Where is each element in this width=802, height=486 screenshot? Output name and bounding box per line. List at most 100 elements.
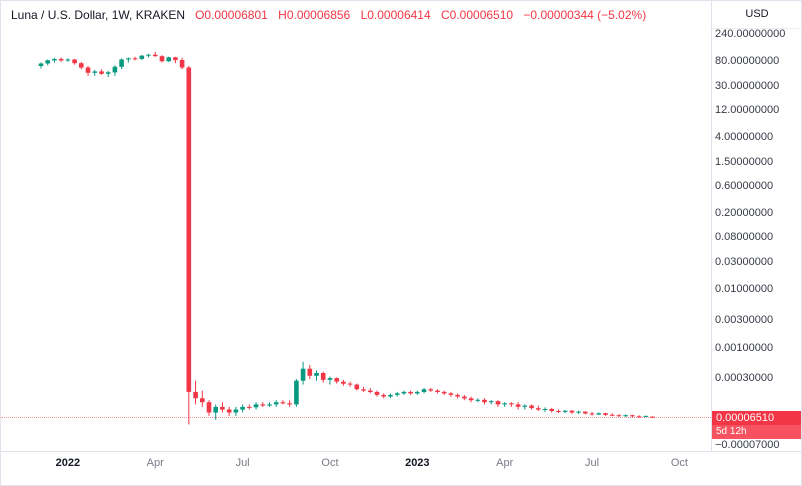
candle-body [105, 72, 111, 74]
candle-body [576, 411, 581, 413]
candle-body [267, 404, 272, 406]
candle-body [52, 58, 57, 61]
time-tick-label[interactable]: Oct [321, 457, 339, 469]
candle-body [428, 389, 434, 391]
price-axis-separator [711, 1, 712, 451]
candle-body [119, 59, 124, 67]
candle-body [374, 391, 380, 395]
candle-body [220, 406, 225, 410]
ohlc-change: −0.00000344 (−5.02%) [523, 8, 647, 22]
candle-body [536, 408, 541, 410]
time-tick-label[interactable]: Jul [235, 457, 250, 469]
time-tick-label[interactable]: Apr [146, 457, 164, 469]
time-tick-label[interactable]: Jul [585, 457, 600, 469]
candle-body [468, 398, 474, 401]
candle-body [522, 405, 528, 407]
bar-countdown-badge: 5d 12h [712, 424, 801, 439]
candle-body [99, 71, 104, 74]
candle-body [589, 413, 595, 415]
candle-body [569, 410, 575, 413]
candle-body [435, 390, 440, 392]
candle-body [179, 60, 185, 68]
candle-body [609, 414, 615, 416]
candle-body [166, 57, 171, 62]
candle-body [139, 55, 145, 59]
time-axis-separator [1, 451, 801, 452]
candle-body [152, 54, 158, 57]
candle-body [421, 389, 427, 392]
candle-body [515, 404, 521, 407]
currency-label: USD [711, 1, 801, 29]
candle-body [213, 406, 218, 413]
candle-body [38, 63, 44, 66]
time-tick-label[interactable]: Oct [670, 457, 688, 469]
candle-body [206, 402, 212, 413]
candle-body [126, 58, 131, 60]
candle-body [361, 389, 366, 391]
ohlc-values: O0.00006801 H0.00006856 L0.00006414 C0.0… [195, 8, 653, 22]
candle-body [247, 406, 252, 408]
candle-body [495, 401, 501, 405]
candle-body [556, 411, 561, 412]
candle-body [401, 391, 407, 394]
candle-body [341, 381, 346, 384]
price-tick-label: 0.01000000 [715, 283, 774, 296]
ohlc-close: C0.00006510 [441, 8, 514, 22]
candle-body [226, 409, 232, 413]
candle-body [79, 63, 84, 68]
candle-body [320, 373, 326, 380]
candle-body [327, 378, 333, 380]
candle-body [314, 373, 319, 376]
candlestick-chart[interactable] [1, 1, 711, 451]
candle-body [280, 402, 286, 404]
current-price-badge: 0.00006510 [712, 410, 801, 425]
symbol-title[interactable]: Luna / U.S. Dollar, 1W, KRAKEN [11, 8, 186, 22]
ohlc-open: O0.00006801 [195, 8, 268, 22]
candle-body [260, 404, 266, 406]
time-axis[interactable]: 2022 Apr Jul Oct 2023 Apr Jul Oct [1, 452, 801, 485]
candle-body [253, 404, 259, 408]
candle-body [630, 415, 635, 417]
candle-body [603, 413, 608, 415]
candle-body [408, 391, 413, 394]
ohlc-low: L0.00006414 [360, 8, 431, 22]
candle-body [273, 402, 279, 405]
price-tick-label: 0.00300000 [715, 314, 774, 327]
candle-body [394, 393, 400, 395]
candle-body [643, 415, 649, 417]
candle-body [92, 71, 98, 73]
candle-body [636, 416, 642, 418]
price-tick-label: 0.03000000 [715, 255, 774, 268]
candle-body [623, 415, 628, 417]
candle-body [112, 66, 118, 73]
price-tick-label: 0.60000000 [715, 179, 774, 192]
price-axis[interactable]: 0.00006510 5d 12h −0.00007000 240.000000… [712, 1, 801, 451]
candle-body [300, 368, 306, 381]
candle-body [475, 399, 481, 401]
candle-body [193, 391, 198, 399]
candle-body [448, 393, 454, 395]
candle-body [650, 416, 655, 418]
chart-legend: Luna / U.S. Dollar, 1W, KRAKEN O0.000068… [11, 8, 653, 22]
price-tick-negative: −0.00007000 [715, 438, 780, 451]
time-tick-label[interactable]: Apr [496, 457, 514, 469]
candle-body [415, 391, 420, 394]
candle-body [549, 409, 554, 411]
time-tick-label[interactable]: 2022 [55, 457, 81, 469]
time-tick-label[interactable]: 2023 [405, 457, 430, 469]
price-tick-label: 4.00000000 [715, 131, 774, 144]
candle-body [72, 59, 77, 64]
price-tick-label: 0.20000000 [715, 207, 774, 220]
price-tick-label: 0.00030000 [715, 372, 774, 385]
candle-body [65, 59, 71, 61]
candle-body [502, 403, 507, 405]
candle-body [173, 57, 178, 61]
candle-body [132, 58, 138, 60]
candle-body [58, 58, 64, 61]
candle-body [233, 409, 239, 413]
candle-body [334, 378, 339, 382]
price-tick-label: 0.00100000 [715, 341, 774, 354]
candle-body [45, 60, 50, 64]
candle-body [562, 410, 568, 412]
price-tick-label: 80.00000000 [715, 55, 780, 68]
